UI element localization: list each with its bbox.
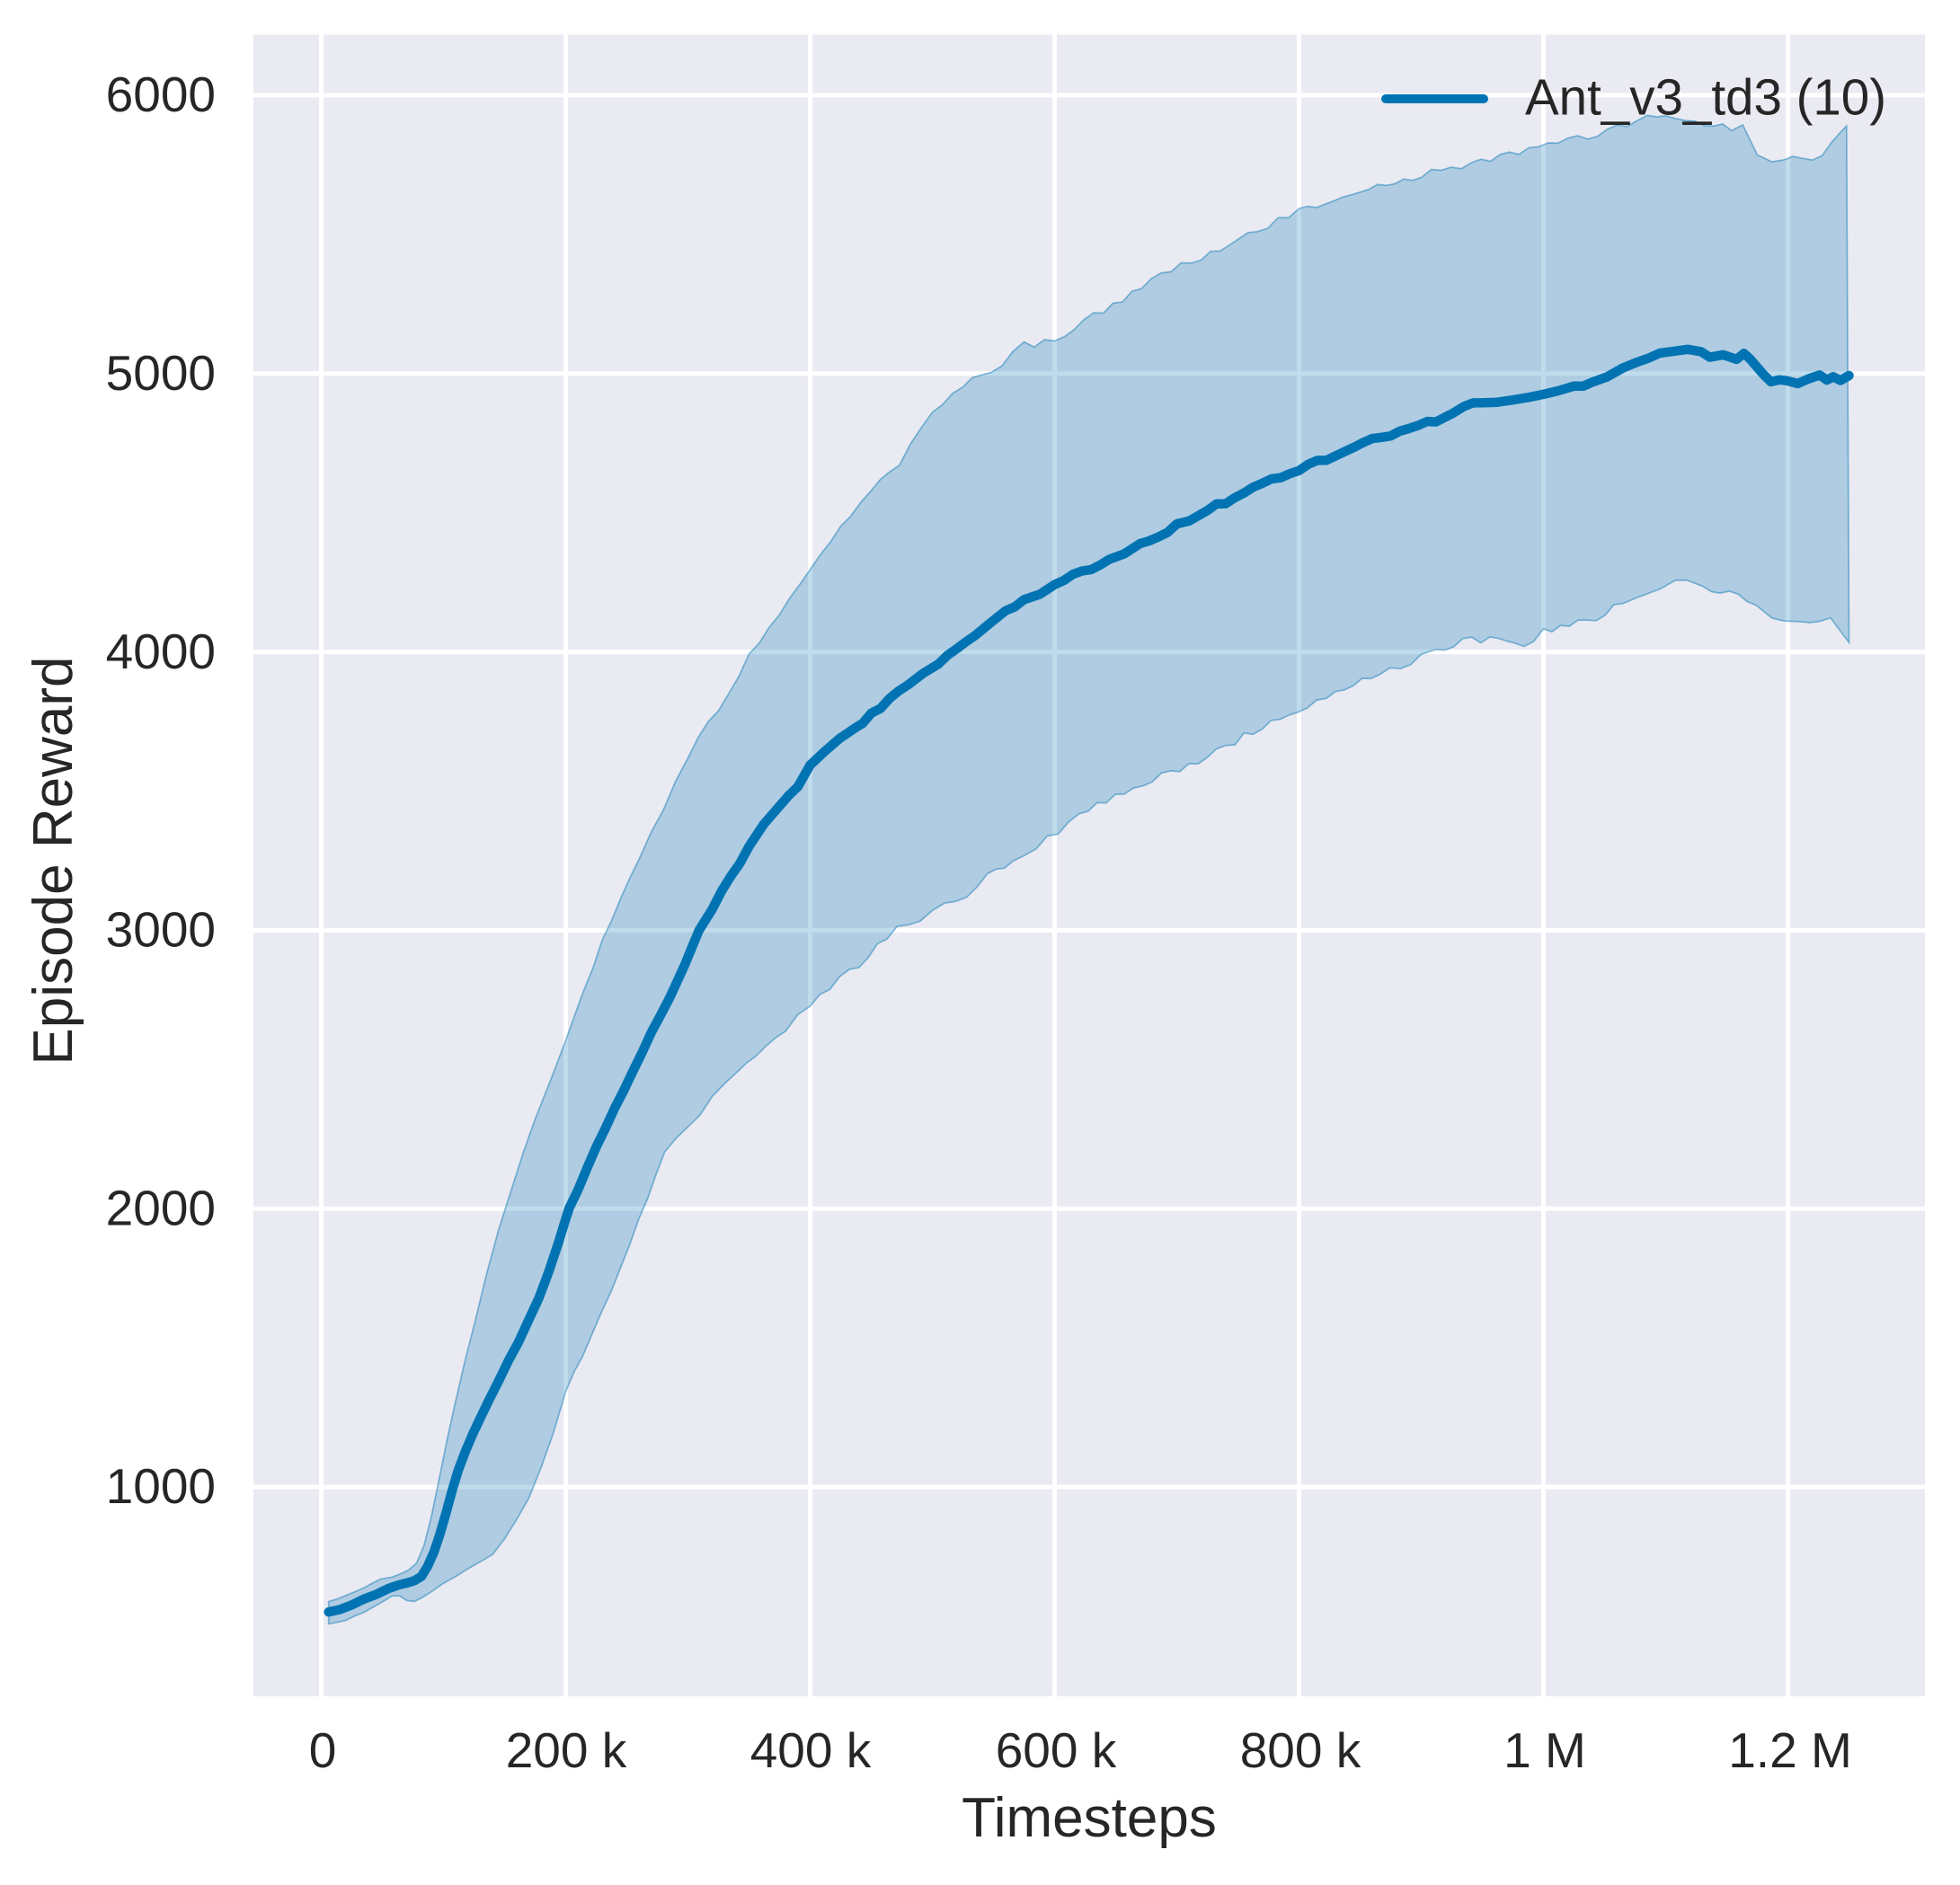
svg-text:2000: 2000 bbox=[106, 1180, 216, 1235]
svg-text:400 k: 400 k bbox=[750, 1722, 872, 1778]
svg-text:3000: 3000 bbox=[106, 902, 216, 958]
svg-text:200 k: 200 k bbox=[506, 1722, 627, 1778]
svg-text:Episode Reward: Episode Reward bbox=[22, 657, 84, 1066]
svg-text:600 k: 600 k bbox=[996, 1722, 1117, 1778]
svg-text:Ant_v3_td3 (10): Ant_v3_td3 (10) bbox=[1525, 69, 1886, 126]
svg-text:5000: 5000 bbox=[106, 345, 216, 401]
svg-text:6000: 6000 bbox=[106, 66, 216, 122]
svg-text:1.2 M: 1.2 M bbox=[1728, 1722, 1852, 1778]
svg-text:1000: 1000 bbox=[106, 1458, 216, 1514]
svg-text:4000: 4000 bbox=[106, 624, 216, 679]
svg-text:Timesteps: Timesteps bbox=[962, 1787, 1217, 1849]
svg-text:0: 0 bbox=[309, 1722, 337, 1778]
svg-text:1 M: 1 M bbox=[1503, 1722, 1586, 1778]
svg-text:800 k: 800 k bbox=[1240, 1722, 1361, 1778]
